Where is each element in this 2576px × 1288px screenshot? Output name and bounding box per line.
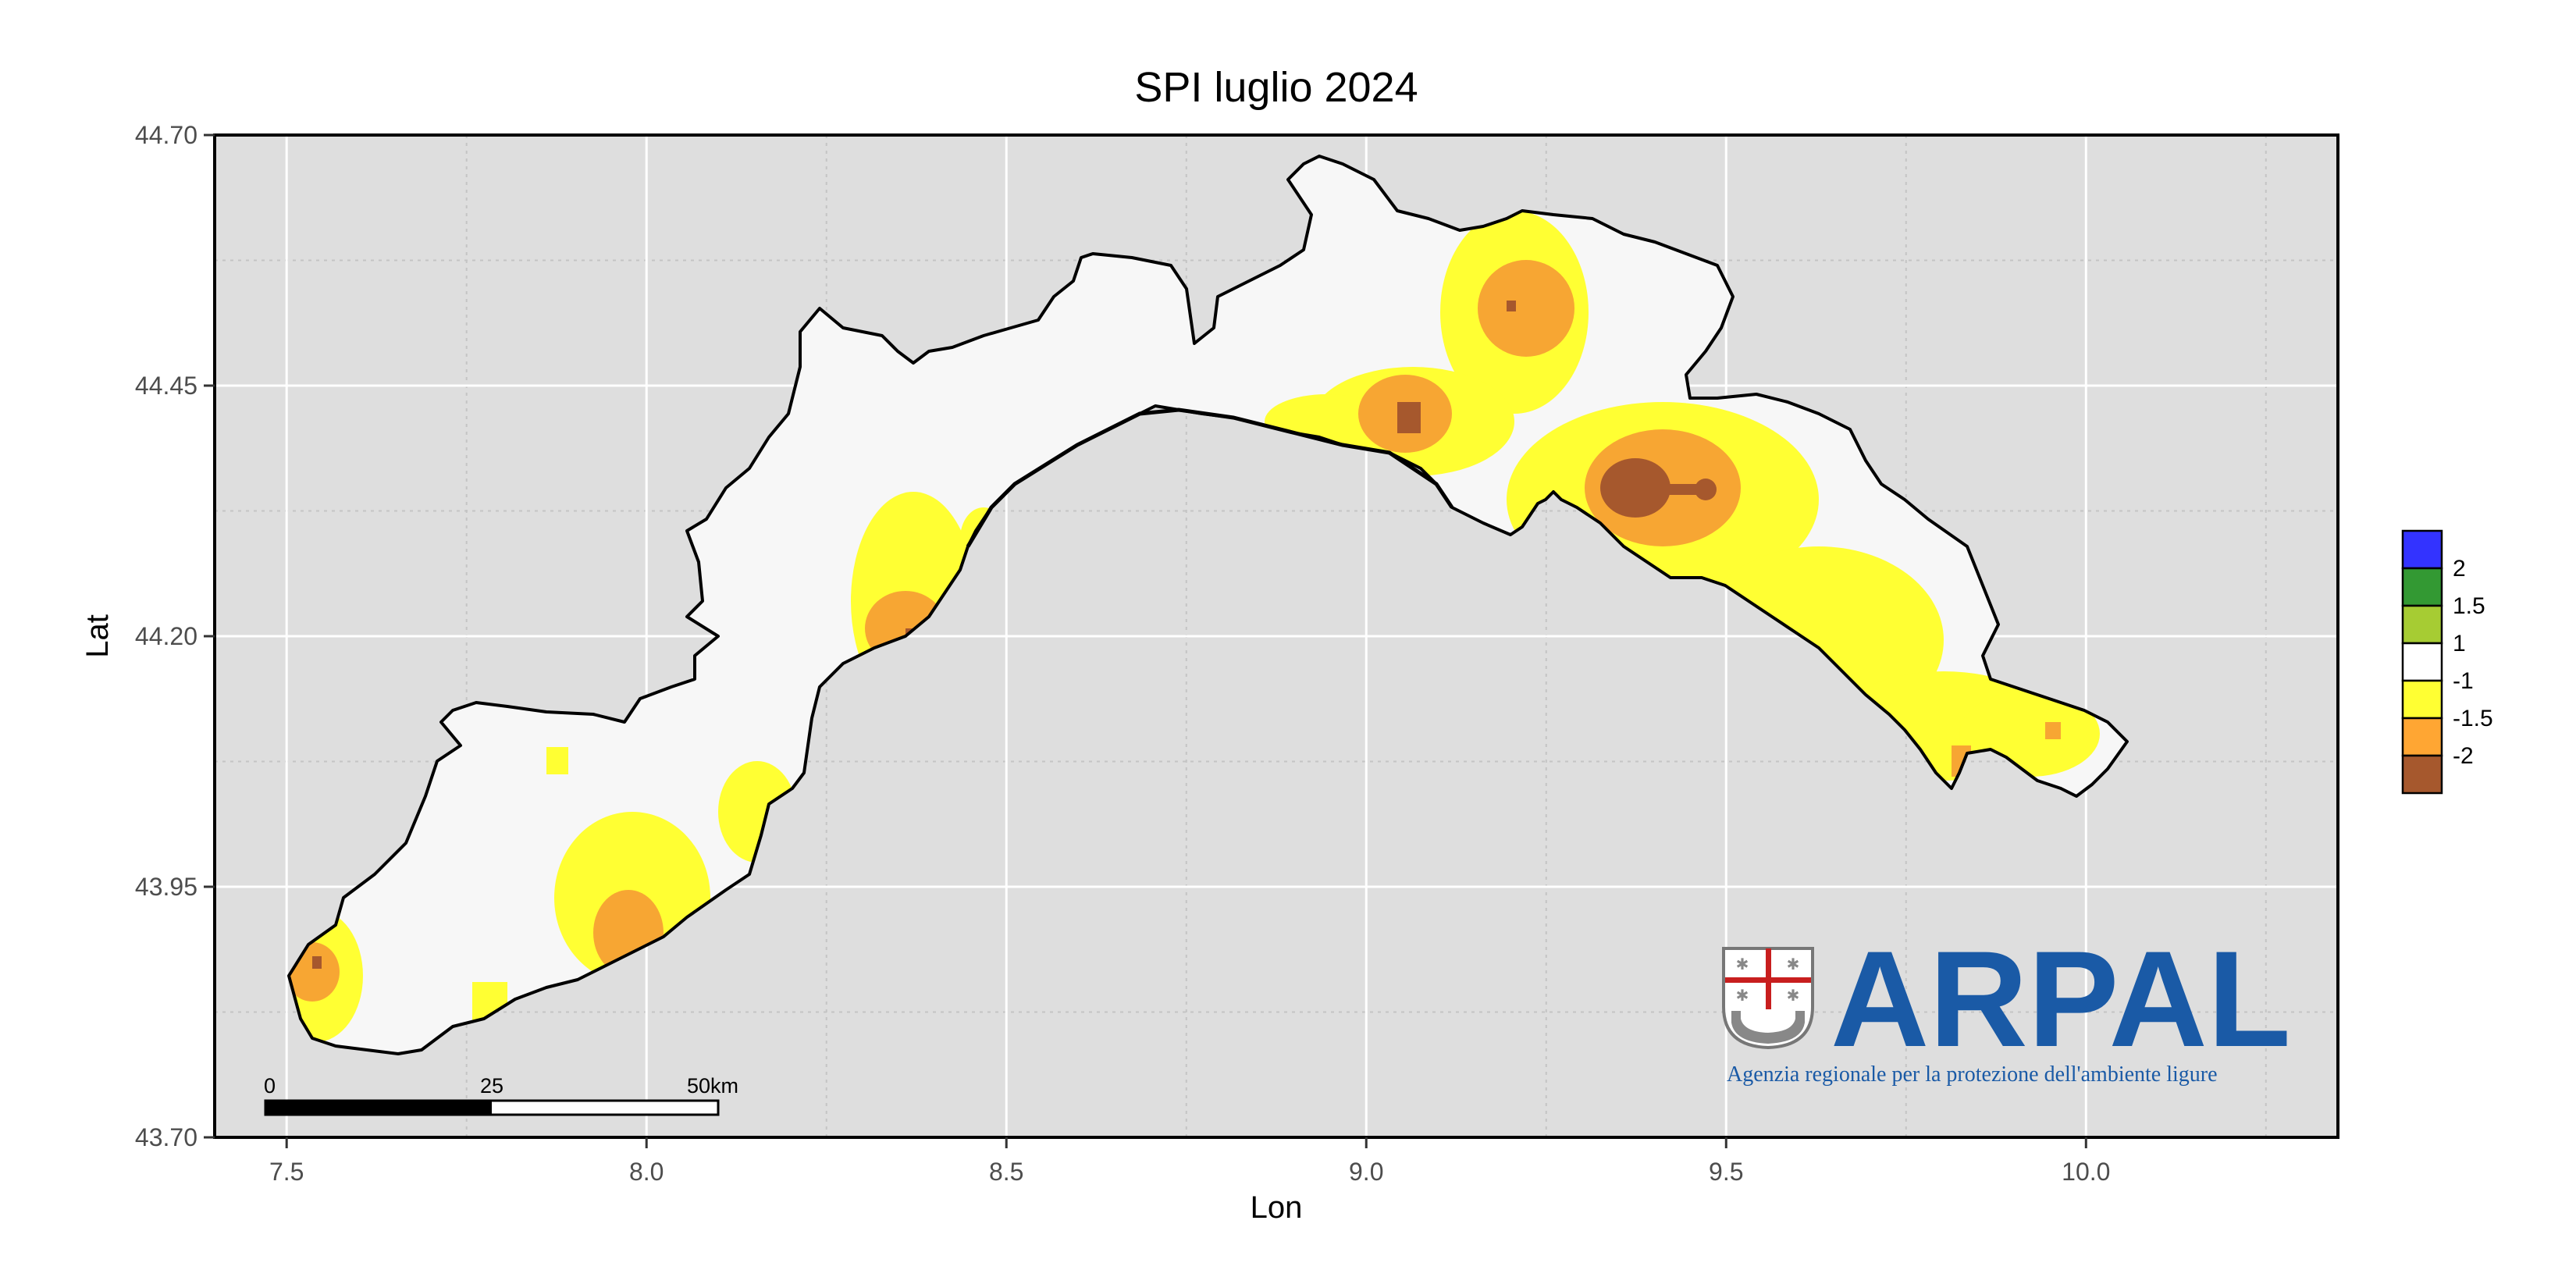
svg-text:✱: ✱ xyxy=(1736,987,1749,1005)
legend-label: 1 xyxy=(2453,631,2466,656)
scale-label-50km: 50km xyxy=(687,1074,738,1098)
x-axis-label: Lon xyxy=(1251,1190,1303,1225)
legend-swatch xyxy=(2401,717,2443,757)
legend: 2 1.5 1 -1 -1.5 -2 xyxy=(2401,529,2493,795)
legend-label: 1.5 xyxy=(2453,593,2485,619)
y-axis: 44.70 44.45 44.20 43.95 43.70 xyxy=(135,121,215,1151)
map-title: SPI luglio 2024 xyxy=(1134,64,1418,111)
liguria-shield-icon: ✱ ✱ ✱ ✱ xyxy=(1722,947,1814,1050)
scale-label-25: 25 xyxy=(480,1074,503,1098)
legend-swatch xyxy=(2401,679,2443,720)
legend-label: -1 xyxy=(2453,668,2474,694)
scale-bar: 0 25 50km xyxy=(264,1074,738,1116)
y-tick-label: 43.70 xyxy=(135,1123,197,1151)
legend-label: 2 xyxy=(2453,556,2466,582)
y-axis-label: Lat xyxy=(80,614,115,658)
y-tick-label: 44.20 xyxy=(135,622,197,650)
x-tick-label: 9.0 xyxy=(1349,1158,1383,1186)
x-tick-label: 8.5 xyxy=(989,1158,1023,1186)
x-tick-label: 7.5 xyxy=(269,1158,304,1186)
x-tick-label: 9.5 xyxy=(1709,1158,1743,1186)
legend-swatch xyxy=(2401,754,2443,795)
y-tick-label: 43.95 xyxy=(135,873,197,901)
legend-swatch xyxy=(2401,529,2443,570)
y-tick-label: 44.45 xyxy=(135,372,197,400)
x-tick-label: 8.0 xyxy=(629,1158,664,1186)
legend-label: -2 xyxy=(2453,743,2474,769)
legend-label: -1.5 xyxy=(2453,706,2493,731)
scale-label-0: 0 xyxy=(264,1074,276,1098)
svg-text:✱: ✱ xyxy=(1787,987,1800,1005)
x-tick-label: 10.0 xyxy=(2062,1158,2110,1186)
legend-swatch xyxy=(2401,604,2443,645)
coastline xyxy=(966,407,1454,548)
legend-swatch xyxy=(2401,567,2443,607)
svg-text:✱: ✱ xyxy=(1787,956,1800,973)
y-tick-label: 44.70 xyxy=(135,121,197,149)
arpal-tagline: Agenzia regionale per la protezione dell… xyxy=(1727,1062,2218,1087)
arpal-logo: ✱ ✱ ✱ ✱ ARPAL Agenzia regionale per la p… xyxy=(1722,923,2291,1087)
x-axis: 7.5 8.0 8.5 9.0 9.5 10.0 xyxy=(269,1137,2110,1186)
legend-swatch xyxy=(2401,642,2443,682)
svg-text:✱: ✱ xyxy=(1736,956,1749,973)
arpal-wordmark: ARPAL xyxy=(1831,923,2291,1076)
